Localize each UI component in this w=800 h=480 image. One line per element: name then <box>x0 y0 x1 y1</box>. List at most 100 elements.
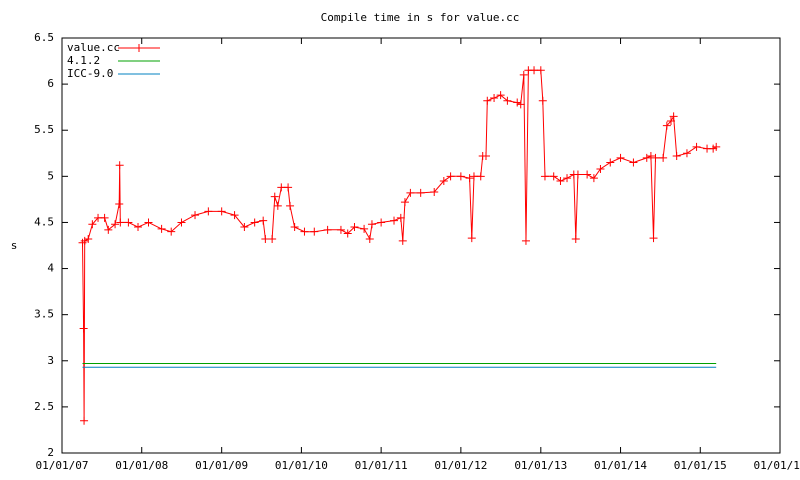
point-marker <box>116 218 125 227</box>
y-tick-label: 3 <box>47 354 54 367</box>
y-axis-label: s <box>11 239 18 252</box>
point-marker <box>672 152 681 161</box>
legend-label: value.cc <box>67 41 120 54</box>
point-marker <box>467 234 476 243</box>
point-marker <box>290 223 299 232</box>
y-tick-label: 2.5 <box>34 400 54 413</box>
point-marker <box>573 170 582 179</box>
point-marker <box>84 235 93 244</box>
legend-marker <box>135 44 143 52</box>
point-marker <box>284 183 293 192</box>
point-marker <box>692 142 701 151</box>
y-tick-label: 6 <box>47 77 54 90</box>
point-marker <box>167 227 176 236</box>
point-marker <box>571 235 580 244</box>
point-marker <box>157 224 166 233</box>
point-marker <box>230 211 239 220</box>
point-marker <box>629 158 638 167</box>
point-marker <box>538 96 547 105</box>
point-marker <box>536 66 545 75</box>
y-tick-label: 5.5 <box>34 123 54 136</box>
point-marker <box>367 220 376 229</box>
x-tick-label: 01/01/11 <box>355 459 408 472</box>
point-marker <box>134 223 143 232</box>
point-marker <box>669 112 678 121</box>
x-tick-label: 01/01/12 <box>434 459 487 472</box>
point-marker <box>503 96 512 105</box>
point-marker <box>446 172 455 181</box>
point-marker <box>519 70 528 79</box>
point-marker <box>516 100 525 109</box>
point-marker <box>343 229 352 238</box>
y-tick-label: 3.5 <box>34 308 54 321</box>
point-marker <box>286 201 295 210</box>
point-marker <box>336 225 345 234</box>
point-marker <box>88 220 97 229</box>
point-marker <box>563 174 572 183</box>
point-marker <box>323 225 332 234</box>
point-marker <box>390 216 399 225</box>
point-marker <box>277 183 286 192</box>
point-marker <box>217 207 226 216</box>
point-marker <box>496 91 505 100</box>
legend-label: ICC-9.0 <box>67 67 113 80</box>
y-tick-label: 6.5 <box>34 31 54 44</box>
point-marker <box>476 172 485 181</box>
point-marker <box>430 188 439 197</box>
point-marker <box>377 218 386 227</box>
point-marker <box>469 172 478 181</box>
point-marker <box>616 153 625 162</box>
point-marker <box>589 174 598 183</box>
y-tick-label: 4 <box>47 262 54 275</box>
point-marker <box>556 176 565 185</box>
point-marker <box>646 152 655 161</box>
point-marker <box>100 213 109 222</box>
point-marker <box>191 211 200 220</box>
point-marker <box>310 227 319 236</box>
point-marker <box>439 176 448 185</box>
point-marker <box>649 234 658 243</box>
y-tick-label: 5 <box>47 169 54 182</box>
point-marker <box>406 188 415 197</box>
chart-title: Compile time in s for value.cc <box>321 11 520 24</box>
point-marker <box>521 236 530 245</box>
x-tick-label: 01/01/08 <box>115 459 168 472</box>
point-marker <box>662 121 671 130</box>
point-marker <box>124 218 133 227</box>
point-marker <box>177 218 186 227</box>
point-marker <box>270 192 279 201</box>
point-marker <box>115 200 124 208</box>
series-line <box>82 69 717 421</box>
legend-label: 4.1.2 <box>67 54 100 67</box>
point-marker <box>530 66 539 75</box>
point-marker <box>115 161 124 170</box>
point-marker <box>682 149 691 158</box>
point-marker <box>651 153 660 162</box>
point-marker <box>79 324 88 333</box>
x-tick-label: 01/01/10 <box>275 459 328 472</box>
point-marker <box>513 98 522 107</box>
point-marker <box>465 174 474 183</box>
point-marker <box>80 416 89 425</box>
point-marker <box>360 224 369 233</box>
point-marker <box>268 235 277 244</box>
point-marker <box>144 218 153 227</box>
x-tick-label: 01/01/14 <box>594 459 647 472</box>
y-tick-label: 2 <box>47 446 54 459</box>
point-marker <box>204 207 213 216</box>
x-tick-label: 01/01/15 <box>674 459 727 472</box>
point-marker <box>300 227 309 236</box>
point-marker <box>596 164 605 173</box>
point-marker <box>111 220 120 229</box>
point-marker <box>365 235 374 244</box>
y-tick-label: 4.5 <box>34 215 54 228</box>
point-marker <box>250 218 259 227</box>
point-marker <box>549 172 558 181</box>
point-marker <box>350 223 359 232</box>
point-marker <box>483 96 492 105</box>
point-marker <box>400 198 409 207</box>
point-marker <box>659 153 668 162</box>
point-marker <box>416 188 425 197</box>
point-marker <box>273 201 282 210</box>
